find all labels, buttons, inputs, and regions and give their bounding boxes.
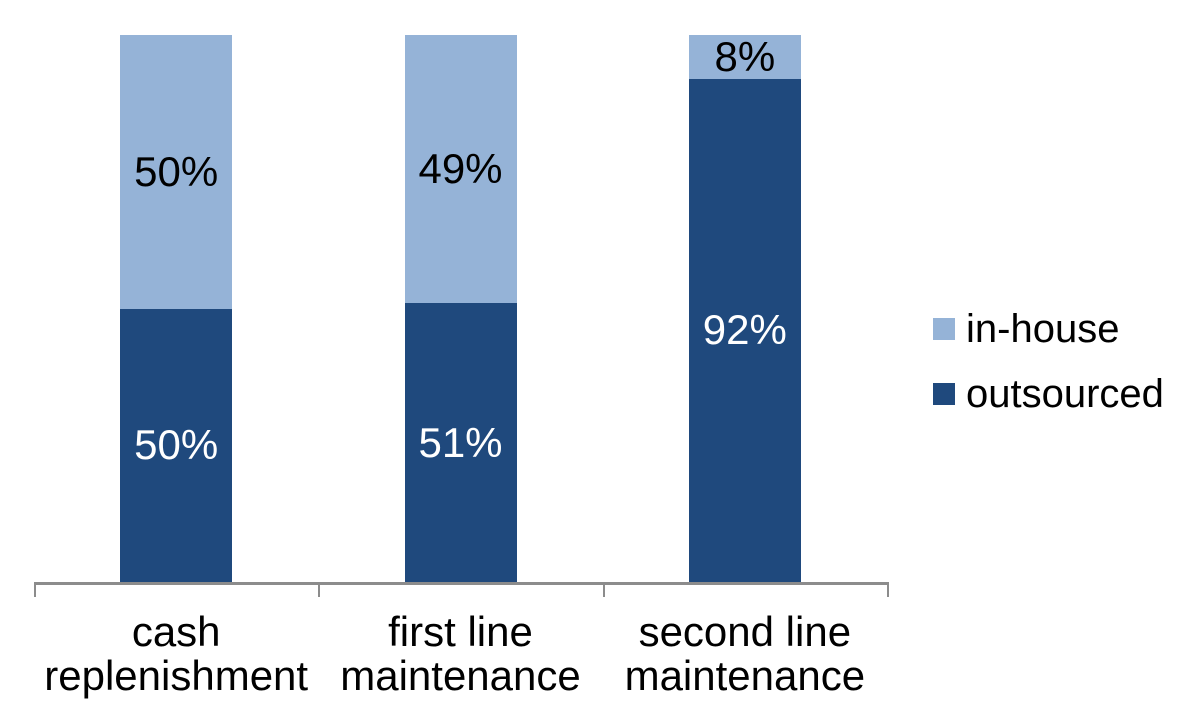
data-label: 51% xyxy=(418,418,503,466)
category-label-second-line-maintenance: second line maintenance xyxy=(624,608,866,699)
x-axis-tick xyxy=(887,582,889,597)
bar-segment-in-house-cash-replenishment: 50% xyxy=(120,35,233,309)
data-label: 49% xyxy=(418,145,503,192)
legend: in-house outsourced xyxy=(933,306,1164,436)
x-axis-tick xyxy=(602,582,605,597)
legend-label: outsourced xyxy=(966,372,1164,416)
bar-second-line-maintenance: 8% 92% xyxy=(688,32,801,582)
x-axis-tick xyxy=(34,582,36,597)
legend-item-in-house: in-house xyxy=(933,306,1164,352)
bar-segment-outsourced-second-line-maintenance: 92% xyxy=(688,78,801,582)
legend-color-swatch xyxy=(933,318,955,340)
bar-cash-replenishment: 50% 50% xyxy=(120,35,233,582)
legend-item-outsourced: outsourced xyxy=(933,371,1164,417)
category-label-cash-replenishment: cash replenishment xyxy=(44,608,309,699)
bar-first-line-maintenance: 49% 51% xyxy=(404,35,517,582)
bar-segment-outsourced-first-line-maintenance: 51% xyxy=(404,303,517,582)
data-label: 92% xyxy=(702,306,787,354)
data-label: 50% xyxy=(134,421,219,469)
bar-segment-outsourced-cash-replenishment: 50% xyxy=(120,308,233,582)
data-label: 8% xyxy=(714,32,776,80)
x-axis-line xyxy=(34,582,889,585)
bar-segment-in-house-second-line-maintenance: 8% xyxy=(688,32,801,80)
legend-color-swatch xyxy=(933,383,955,405)
legend-label: in-house xyxy=(966,307,1120,351)
data-label: 50% xyxy=(134,147,219,195)
category-label-first-line-maintenance: first line maintenance xyxy=(340,608,581,699)
bar-segment-in-house-first-line-maintenance: 49% xyxy=(404,35,517,304)
x-axis-tick xyxy=(318,582,321,597)
